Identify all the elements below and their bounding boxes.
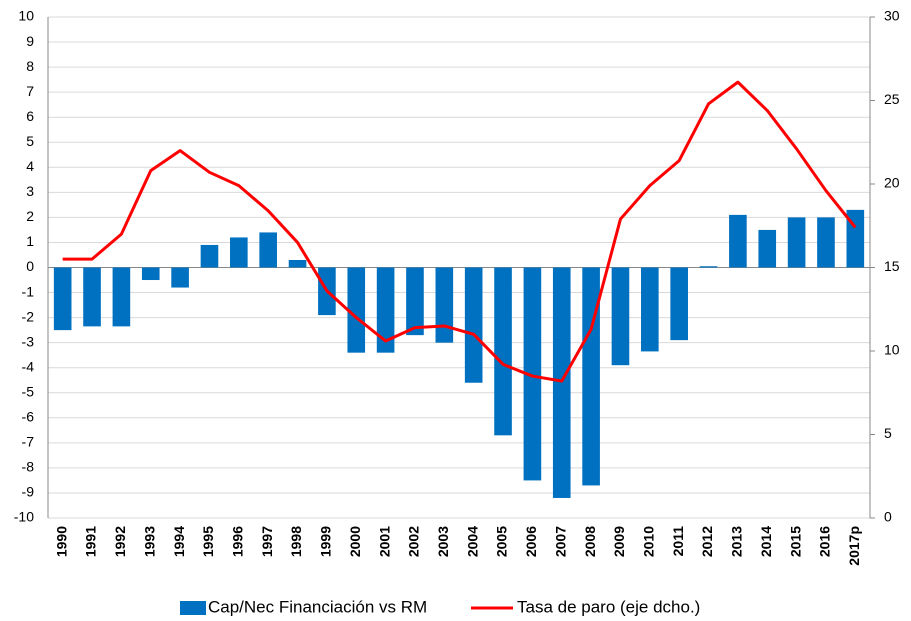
bar [552, 267, 571, 498]
x-tick-label: 2011 [670, 526, 686, 557]
x-tick-label: 1993 [141, 526, 157, 557]
y-tick-label: -5 [22, 383, 35, 399]
y-tick-label: -2 [22, 308, 35, 324]
bar [83, 267, 101, 327]
legend-label: Tasa de paro (eje dcho.) [517, 597, 700, 616]
x-tick-label: 2007 [552, 526, 568, 557]
bar [53, 267, 72, 331]
x-tick-label: 2001 [376, 526, 392, 557]
bar [729, 214, 747, 268]
bar [259, 232, 277, 268]
y-tick-label: -9 [22, 484, 35, 500]
x-tick-label: 2004 [464, 526, 480, 557]
y-tick-label: 9 [26, 33, 34, 49]
x-tick-label: 1994 [171, 526, 187, 557]
y-tick-label: -4 [22, 358, 35, 374]
x-tick-label: 2016 [817, 526, 833, 557]
y-tick-label: 1 [26, 233, 34, 249]
y-tick-label: 7 [26, 83, 34, 99]
y-tick-label: 2 [26, 208, 34, 224]
bar [817, 217, 835, 268]
x-tick-label: 1997 [259, 526, 275, 557]
y-tick-label: 3 [26, 183, 34, 199]
y-tick-label: 6 [26, 108, 34, 124]
x-tick-label: 2013 [729, 526, 745, 557]
x-tick-label: 2014 [758, 526, 774, 557]
y-tick-label: -3 [22, 333, 35, 349]
x-tick-label: 2000 [347, 526, 363, 557]
bar [464, 267, 483, 383]
bar [171, 267, 189, 288]
bar [494, 267, 512, 436]
y2-tick-label: 25 [884, 91, 900, 107]
bar [406, 267, 424, 336]
bar [670, 267, 688, 341]
bar [758, 229, 777, 268]
bar [435, 267, 454, 343]
bar [347, 267, 366, 353]
y-tick-label: 10 [18, 8, 34, 24]
x-tick-label: 1992 [112, 526, 128, 557]
y-tick-label: -10 [14, 509, 34, 525]
y-tick-label: 4 [26, 158, 34, 174]
bar [200, 244, 219, 268]
bar [230, 237, 248, 268]
x-tick-label: 2002 [406, 526, 422, 557]
y2-tick-label: 5 [884, 425, 892, 441]
x-tick-label: 2017p [846, 526, 862, 566]
line [62, 80, 857, 383]
legend-swatch [180, 601, 206, 615]
x-tick-label: 2010 [641, 526, 657, 557]
y-tick-label: 8 [26, 58, 34, 74]
x-tick-label: 2012 [699, 526, 715, 557]
x-tick-label: 2003 [435, 526, 451, 557]
y2-tick-label: 0 [884, 509, 892, 525]
x-tick-label: 1991 [83, 526, 99, 557]
bar [787, 217, 806, 268]
x-tick-label: 2015 [787, 526, 803, 557]
bar [641, 267, 659, 352]
x-tick-label: 2006 [523, 526, 539, 557]
y-tick-label: -1 [22, 283, 35, 299]
bar [582, 267, 600, 486]
y2-tick-label: 30 [884, 8, 900, 24]
x-tick-label: 1998 [288, 526, 304, 557]
y2-tick-label: 10 [884, 342, 900, 358]
y2-tick-label: 20 [884, 175, 900, 191]
y-tick-label: -7 [22, 434, 35, 450]
y-tick-label: 5 [26, 133, 34, 149]
x-tick-label: 1995 [200, 526, 216, 557]
x-tick-label: 2005 [494, 526, 510, 557]
x-tick-label: 1990 [53, 526, 69, 557]
legend-label: Cap/Nec Financiación vs RM [208, 597, 427, 616]
bar [112, 267, 131, 327]
y-tick-label: -6 [22, 409, 35, 425]
bar [611, 267, 630, 366]
bar [376, 267, 395, 353]
x-tick-label: 1999 [318, 526, 334, 557]
bar [141, 267, 160, 281]
bar [699, 266, 718, 268]
x-tick-label: 1996 [230, 526, 246, 557]
bar [523, 267, 542, 481]
x-tick-label: 2008 [582, 526, 598, 557]
bar [288, 259, 307, 268]
x-tick-label: 2009 [611, 526, 627, 557]
y2-tick-label: 15 [884, 258, 900, 274]
y-tick-label: -8 [22, 459, 35, 475]
y-tick-label: 0 [26, 258, 34, 274]
